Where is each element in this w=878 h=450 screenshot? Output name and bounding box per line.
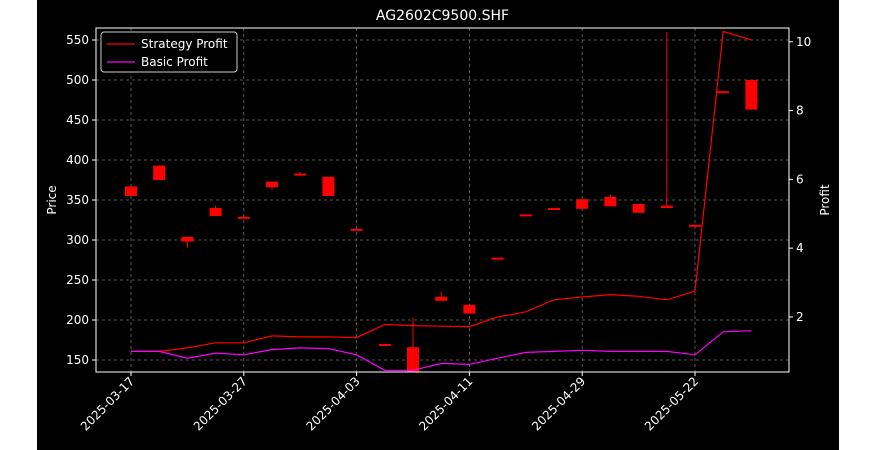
candle-body (350, 228, 363, 231)
candle-body (237, 216, 250, 219)
candle-body (266, 181, 278, 188)
candle-body (660, 205, 673, 208)
y-tick-label-right: 2 (796, 310, 804, 324)
candle-body (463, 304, 476, 314)
candle (519, 214, 532, 217)
left-axis: 150 200 250 300 350 400 450 500 550 (66, 33, 96, 367)
candle-body (294, 173, 307, 176)
candle-body (576, 199, 589, 209)
candle (491, 257, 504, 260)
y-tick-label-left: 400 (66, 153, 89, 167)
candle (181, 236, 194, 248)
candle-body (407, 347, 419, 372)
y-axis-label-left: Price (45, 185, 59, 214)
candle (604, 194, 617, 207)
candle-body (717, 91, 730, 94)
y-tick-label-left: 150 (66, 353, 89, 367)
y-tick-label-left: 250 (66, 273, 89, 287)
candle (745, 80, 758, 110)
figure-background (37, 0, 839, 450)
candle (209, 205, 222, 216)
candles (125, 32, 758, 372)
candle-body (435, 296, 448, 301)
legend-label-basic: Basic Profit (141, 55, 208, 69)
basic-profit-line (131, 330, 752, 371)
candle-body (604, 196, 617, 207)
candle-body (125, 186, 137, 196)
y-tick-label-left: 500 (66, 73, 89, 87)
candle (407, 317, 419, 372)
candle (378, 344, 391, 346)
y-tick-label-left: 300 (66, 233, 89, 247)
y-tick-label-left: 550 (66, 33, 89, 47)
candle (435, 292, 448, 301)
candle (717, 91, 730, 94)
candle (237, 216, 250, 219)
candle (576, 199, 589, 209)
candle-body (689, 224, 701, 227)
candle (125, 186, 137, 196)
candle-body (322, 176, 335, 196)
candle-body (632, 204, 645, 213)
y-tick-label-right: 8 (796, 104, 804, 118)
legend-label-strategy: Strategy Profit (141, 37, 228, 51)
candle (322, 176, 335, 196)
candle (153, 165, 166, 180)
y-tick-label-right: 10 (796, 35, 811, 49)
candle (632, 204, 645, 213)
candle (294, 172, 307, 176)
candle-body (548, 208, 560, 210)
candle-body (491, 257, 504, 260)
y-axis-label-right: Profit (818, 184, 832, 216)
strategy-profit-line (131, 30, 752, 352)
candle (350, 228, 363, 231)
y-tick-label-left: 200 (66, 313, 89, 327)
candle-body (181, 236, 194, 242)
candle-body (378, 344, 391, 346)
candle-body (519, 214, 532, 217)
candle-body (745, 80, 758, 110)
candle (463, 304, 476, 314)
legend: Strategy Profit Basic Profit (100, 31, 238, 73)
candle-body (209, 208, 222, 216)
candle (660, 32, 673, 208)
candle (266, 181, 278, 191)
y-tick-label-left: 450 (66, 113, 89, 127)
candle (548, 208, 560, 210)
chart-title: AG2602C9500.SHF (376, 8, 509, 24)
y-tick-label-left: 350 (66, 193, 89, 207)
profit-lines (131, 30, 752, 371)
y-tick-label-right: 6 (796, 172, 804, 186)
right-axis: 2 4 6 8 10 (789, 35, 811, 324)
y-tick-label-right: 4 (796, 241, 804, 255)
candle-body (153, 165, 166, 180)
candle (689, 224, 701, 227)
